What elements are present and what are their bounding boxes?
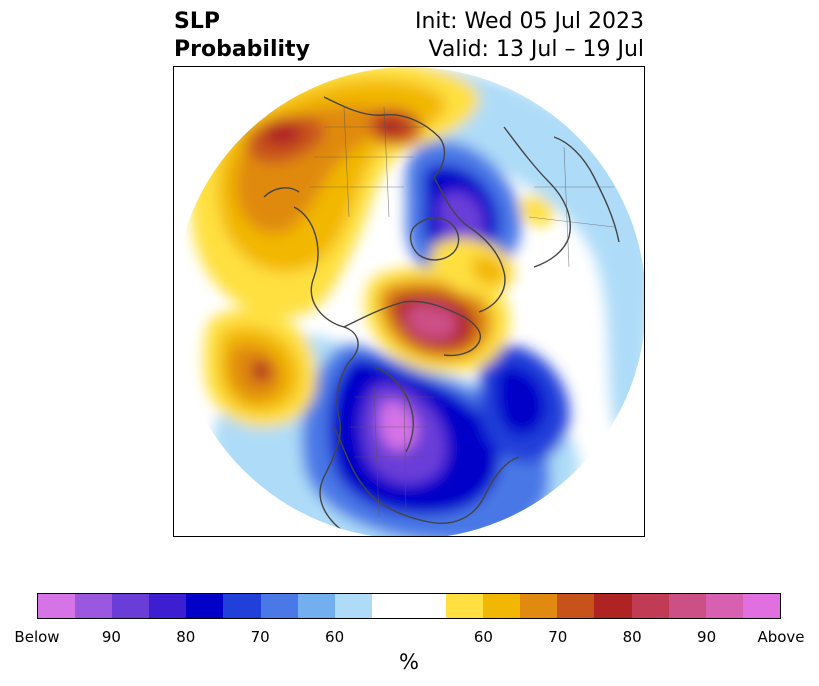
colorbar-segment (186, 594, 224, 618)
colorbar-segment (371, 594, 409, 618)
colorbar-segment (446, 594, 484, 618)
forecast-dates: Init: Wed 05 Jul 2023 Valid: 13 Jul – 19… (415, 8, 644, 64)
colorbar-tick-label: 70 (250, 628, 270, 646)
colorbar-tick-label: Above (757, 628, 805, 646)
colorbar-tick-label: 90 (101, 628, 121, 646)
borders (309, 106, 615, 518)
colorbar-segment (742, 594, 780, 618)
colorbar-unit: % (399, 650, 419, 674)
colorbar-segment (668, 594, 706, 618)
map-panel (173, 66, 645, 537)
colorbar-tick-label: 80 (622, 628, 642, 646)
colorbar-tick-label: 60 (325, 628, 345, 646)
coastlines (263, 96, 620, 533)
colorbar-tick-label: 60 (473, 628, 493, 646)
colorbar-segment (297, 594, 335, 618)
colorbar-segment (520, 594, 558, 618)
colorbar-segment (38, 594, 76, 618)
title-variable: SLP (174, 9, 220, 34)
colorbar-segment (112, 594, 150, 618)
probability-field (190, 67, 644, 536)
colorbar (37, 593, 781, 619)
map-title: SLP Probability (174, 8, 310, 64)
colorbar-segment (631, 594, 669, 618)
init-date: Init: Wed 05 Jul 2023 (414, 9, 644, 34)
colorbar-segment (260, 594, 298, 618)
colorbar-segment (223, 594, 261, 618)
colorbar-segment (334, 594, 372, 618)
colorbar-segment (557, 594, 595, 618)
colorbar-segment (75, 594, 113, 618)
colorbar-tick-label: 70 (548, 628, 568, 646)
colorbar-tick-label: 90 (697, 628, 717, 646)
colorbar-segment (705, 594, 743, 618)
probability-map (174, 67, 644, 536)
valid-range: Valid: 13 Jul – 19 Jul (428, 37, 644, 62)
colorbar-segment (594, 594, 632, 618)
title-product: Probability (174, 37, 310, 62)
colorbar-segment (408, 594, 447, 618)
colorbar-tick-label: 80 (176, 628, 196, 646)
colorbar-tick-label: Below (14, 628, 60, 646)
colorbar-segment (149, 594, 187, 618)
colorbar-segment (483, 594, 521, 618)
